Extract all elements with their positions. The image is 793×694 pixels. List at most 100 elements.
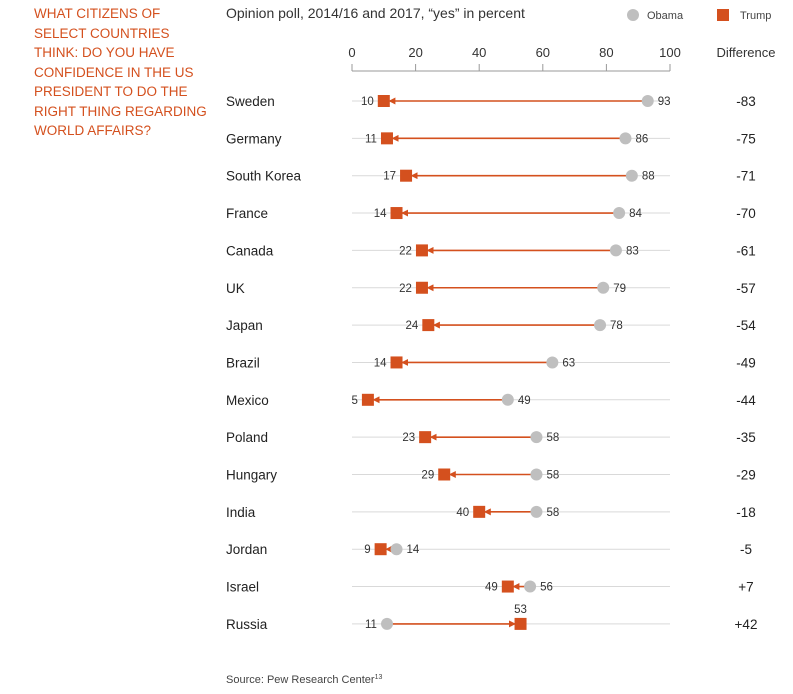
- obama-value-label: 14: [407, 544, 420, 556]
- country-label: Canada: [226, 243, 274, 258]
- chart-row: Canada 83 22 -61: [226, 243, 756, 258]
- difference-value: -18: [736, 505, 756, 520]
- difference-value: +7: [738, 580, 753, 595]
- chart-row: UK 79 22 -57: [226, 281, 756, 296]
- trump-point: [419, 431, 432, 444]
- country-label: Hungary: [226, 468, 277, 483]
- legend-obama-label: Obama: [647, 10, 684, 22]
- difference-value: -5: [740, 542, 752, 557]
- obama-value-label: 63: [562, 357, 575, 369]
- legend-trump-label: Trump: [740, 10, 771, 22]
- trump-point: [390, 207, 403, 220]
- difference-value: -29: [736, 468, 756, 483]
- obama-point: [390, 543, 403, 556]
- trump-point: [377, 95, 390, 107]
- obama-point: [524, 580, 537, 593]
- chart-row: Brazil 63 14 -49: [226, 355, 756, 370]
- obama-value-label: 79: [613, 283, 626, 295]
- obama-point: [546, 356, 559, 369]
- country-label: Germany: [226, 131, 282, 146]
- legend-obama-marker: [627, 9, 639, 21]
- obama-value-label: 86: [635, 133, 648, 145]
- obama-point: [530, 431, 543, 444]
- trump-value-label: 5: [351, 395, 357, 407]
- country-label: India: [226, 505, 256, 520]
- difference-value: +42: [735, 617, 758, 632]
- trump-value-label: 11: [365, 133, 377, 145]
- obama-point: [641, 95, 654, 107]
- country-label: Russia: [226, 617, 268, 632]
- difference-value: -75: [736, 131, 756, 146]
- trump-value-label: 53: [514, 604, 527, 616]
- source-text: Source: Pew Research Center: [226, 674, 375, 686]
- country-label: South Korea: [226, 169, 302, 184]
- difference-value: -83: [736, 94, 756, 109]
- trump-value-label: 40: [456, 507, 469, 519]
- x-tick-label: 80: [599, 45, 613, 60]
- country-label: UK: [226, 281, 245, 296]
- obama-point: [594, 319, 607, 332]
- trump-value-label: 9: [364, 544, 370, 556]
- trump-point: [374, 543, 387, 556]
- obama-point: [530, 505, 543, 518]
- difference-value: -54: [736, 318, 756, 333]
- trump-value-label: 29: [421, 470, 434, 482]
- trump-point: [422, 319, 435, 332]
- trump-point: [380, 132, 393, 145]
- country-label: Poland: [226, 430, 268, 445]
- country-label: France: [226, 206, 268, 221]
- trump-point: [501, 580, 514, 593]
- trump-value-label: 49: [485, 582, 498, 594]
- obama-value-label: 88: [642, 171, 655, 183]
- x-tick-label: 20: [408, 45, 422, 60]
- source-footnote: 13: [375, 674, 383, 681]
- chart-row: India 58 40 -18: [226, 505, 756, 520]
- x-tick-label: 0: [348, 45, 355, 60]
- obama-point: [501, 393, 514, 406]
- obama-value-label: 84: [629, 208, 642, 220]
- chart-rows: Sweden 93 10 -83 Germany 86 11 -75 South Korea 88…: [226, 94, 757, 632]
- difference-value: -61: [736, 243, 756, 258]
- obama-value-label: 56: [540, 582, 553, 594]
- difference-value: -70: [736, 206, 756, 221]
- chart-row: Sweden 93 10 -83: [226, 94, 756, 109]
- obama-point: [609, 244, 622, 257]
- obama-value-label: 58: [546, 507, 559, 519]
- trump-value-label: 22: [399, 245, 412, 257]
- x-tick-label: 100: [659, 45, 681, 60]
- difference-value: -35: [736, 430, 756, 445]
- country-label: Brazil: [226, 355, 260, 370]
- chart-row: Poland 58 23 -35: [226, 430, 756, 445]
- difference-header: Difference: [716, 45, 775, 60]
- legend-trump-marker: [717, 9, 729, 21]
- x-axis: 0 20 40 60 80 100: [348, 45, 681, 72]
- obama-value-label: 58: [546, 470, 559, 482]
- trump-point: [415, 281, 428, 294]
- trump-value-label: 23: [402, 432, 415, 444]
- obama-value-label: 83: [626, 245, 639, 257]
- trump-point: [390, 356, 403, 369]
- country-label: Israel: [226, 580, 259, 595]
- obama-value-label: 58: [546, 432, 559, 444]
- difference-value: -71: [736, 169, 756, 184]
- chart-row: Russia 11 53 +42: [226, 604, 757, 632]
- trump-value-label: 10: [361, 96, 374, 108]
- trump-value-label: 17: [383, 171, 396, 183]
- trump-point: [415, 244, 428, 257]
- difference-value: -49: [736, 355, 756, 370]
- chart-row: Jordan 14 9 -5: [226, 542, 752, 557]
- obama-point: [625, 169, 638, 182]
- chart-row: South Korea 88 17 -71: [226, 169, 756, 184]
- chart-question: WHAT CITIZENS OF SELECT COUNTRIES THINK:…: [34, 6, 207, 138]
- trump-point: [473, 505, 486, 518]
- x-tick-label: 60: [536, 45, 550, 60]
- obama-point: [380, 617, 393, 630]
- chart-title: Opinion poll, 2014/16 and 2017, “yes” in…: [226, 5, 525, 21]
- country-label: Japan: [226, 318, 263, 333]
- chart-row: Japan 78 24 -54: [226, 318, 756, 333]
- trump-value-label: 24: [406, 320, 419, 332]
- x-tick-label: 40: [472, 45, 486, 60]
- chart-row: Hungary 58 29 -29: [226, 468, 756, 483]
- difference-value: -44: [736, 393, 756, 408]
